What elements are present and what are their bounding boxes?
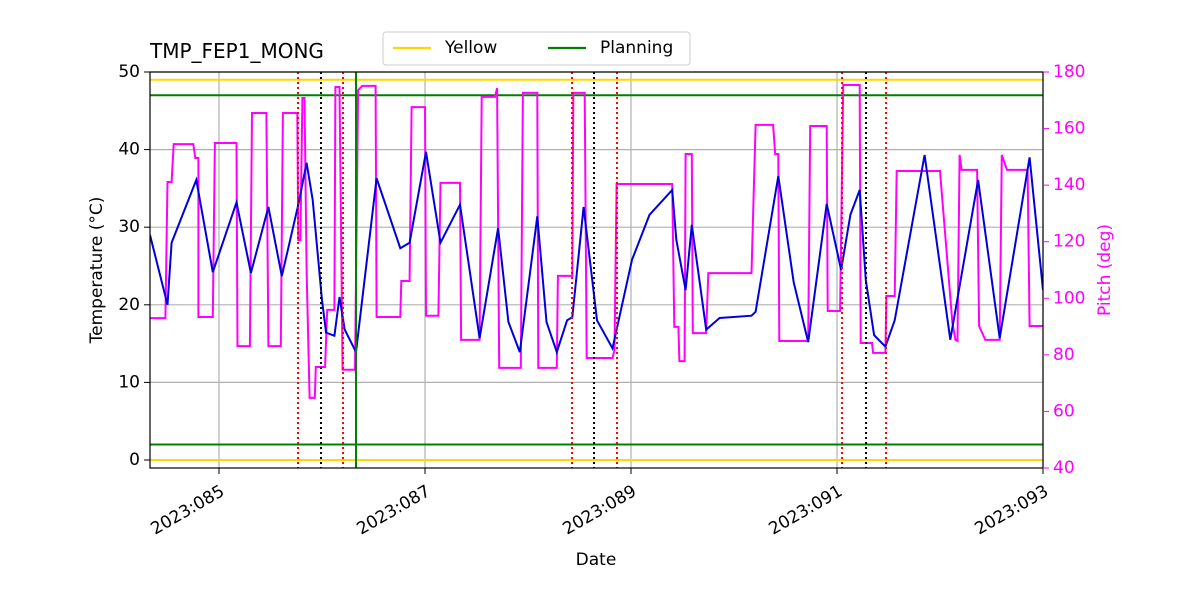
y-tick-label: 20: [118, 295, 140, 315]
y2-tick-label: 100: [1053, 288, 1085, 308]
y2-tick-label: 120: [1053, 232, 1085, 252]
y-tick-label: 40: [118, 140, 140, 160]
y-tick-label: 10: [118, 372, 140, 392]
y-tick-label: 30: [118, 217, 140, 237]
y2-tick-label: 80: [1053, 345, 1075, 365]
y2-tick-label: 160: [1053, 119, 1085, 139]
legend: [382, 31, 691, 66]
x-axis-label: Date: [576, 550, 617, 570]
y2-tick-label: 40: [1053, 458, 1075, 478]
y2-tick-label: 140: [1053, 175, 1085, 195]
y-tick-label: 50: [118, 62, 140, 82]
plot-frame: [149, 71, 1044, 469]
chart-title: TMP_FEP1_MONG: [149, 39, 324, 63]
legend-label: Yellow: [444, 38, 497, 58]
y2-tick-label: 180: [1053, 62, 1085, 82]
y2-axis-label: Pitch (deg): [1095, 224, 1115, 316]
y-tick-label: 0: [129, 450, 140, 470]
legend-label: Planning: [600, 38, 673, 58]
pitch-line: [150, 84, 1043, 399]
temperature-line: [150, 151, 1043, 356]
y-axis-label: Temperature (°C): [87, 197, 107, 345]
y2-tick-label: 60: [1053, 401, 1075, 421]
